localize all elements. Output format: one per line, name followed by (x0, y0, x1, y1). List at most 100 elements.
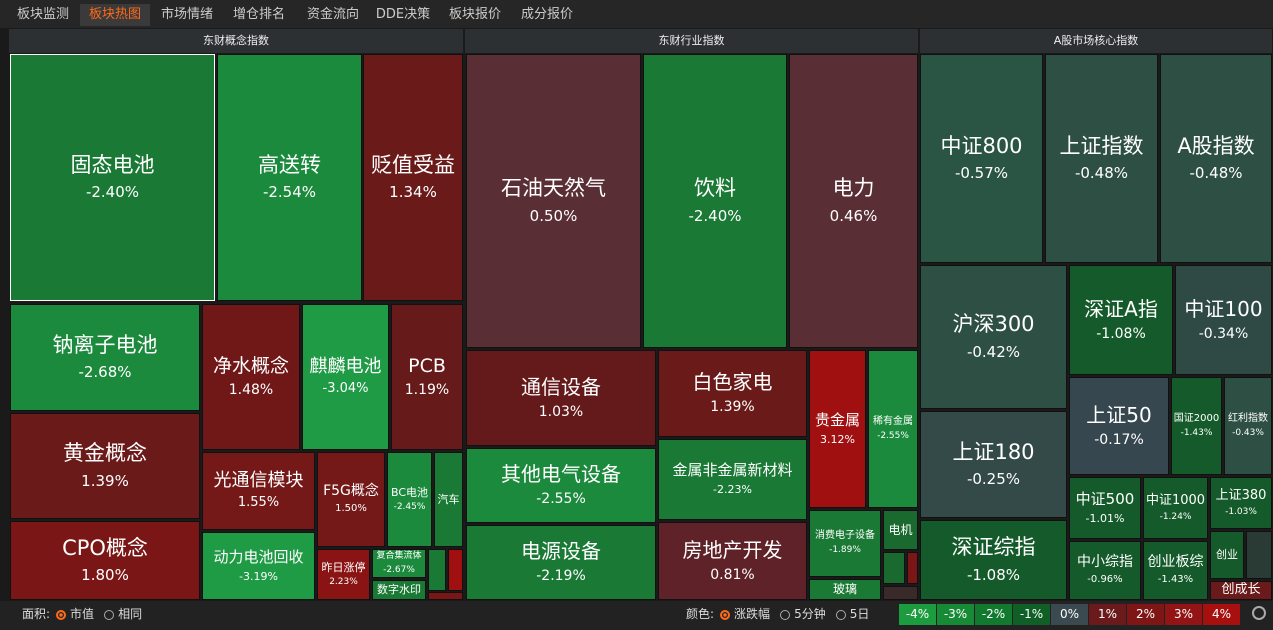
tile[interactable]: 上证指数 -0.48% (1045, 54, 1158, 263)
tile[interactable]: 中证800 -0.57% (920, 54, 1043, 263)
tile-name: 中证500 (1075, 489, 1135, 508)
tile[interactable]: 其他电气设备 -2.55% (466, 448, 656, 523)
tile-change: -2.40% (85, 183, 140, 202)
radio-button[interactable] (104, 609, 115, 620)
tile[interactable]: 光通信模块 1.55% (202, 452, 315, 530)
tile-name: 通信设备 (521, 374, 601, 399)
tile[interactable]: BC电池 -2.45% (387, 452, 432, 547)
tab[interactable]: 板块报价 (448, 7, 501, 22)
tile[interactable]: 电机 (883, 510, 918, 550)
legend-swatch: -2% (975, 604, 1012, 625)
tile[interactable]: 饮料 -2.40% (643, 54, 787, 348)
tab[interactable]: 成分报价 (520, 7, 573, 22)
tile-change: -0.57% (954, 164, 1009, 183)
tile[interactable]: 钠离子电池 -2.68% (10, 304, 200, 411)
tile-change: -2.45% (393, 502, 426, 512)
tile[interactable]: 玻璃 (809, 579, 881, 600)
tab[interactable]: 增仓排名 (232, 7, 285, 22)
tile[interactable]: 深证综指 -1.08% (920, 520, 1067, 600)
tile[interactable]: 中证500 -1.01% (1069, 477, 1141, 539)
tile-name: 贵金属 (814, 410, 860, 429)
tile[interactable]: 红利指数 -0.43% (1224, 377, 1272, 475)
tile-change: -0.48% (1189, 164, 1243, 183)
tile[interactable]: CPO概念 1.80% (10, 521, 200, 600)
tile[interactable]: 贬值受益 1.34% (363, 54, 463, 301)
tile[interactable]: 复合集流体 -2.67% (372, 549, 426, 578)
tab[interactable]: DDE决策 (375, 7, 431, 22)
tile-change: 1.48% (228, 382, 274, 399)
tile[interactable]: 稀有金属 -2.55% (868, 350, 918, 508)
tile[interactable]: 动力电池回收 -3.19% (202, 532, 315, 600)
tile-name: 房地产开发 (682, 537, 783, 562)
tile[interactable]: 通信设备 1.03% (466, 350, 656, 446)
tile[interactable]: 创业 (1210, 531, 1244, 579)
tile-name: 高送转 (258, 152, 321, 177)
tile-change: 1.34% (389, 183, 437, 202)
tile[interactable]: 麒麟电池 -3.04% (302, 304, 389, 450)
tile[interactable]: 白色家电 1.39% (658, 350, 807, 437)
tile[interactable]: 房地产开发 0.81% (658, 522, 807, 600)
tile[interactable]: 中证1000 -1.24% (1143, 477, 1208, 539)
tile[interactable]: 汽车 (434, 452, 463, 547)
tile[interactable]: 创成长 (1210, 581, 1272, 600)
tab[interactable]: 市场情绪 (160, 7, 213, 22)
tile[interactable]: 金属非金属新材料 -2.23% (658, 439, 807, 520)
tile[interactable]: 黄金概念 1.39% (10, 413, 200, 519)
tile[interactable]: 上证180 -0.25% (920, 411, 1067, 518)
tile[interactable]: 创业板综 -1.43% (1143, 541, 1208, 600)
tile (1246, 531, 1272, 579)
panel-title: 东财概念指数 (9, 29, 463, 53)
tile[interactable]: 中证100 -0.34% (1175, 265, 1272, 375)
tile[interactable]: 固态电池 -2.40% (10, 54, 215, 301)
tile[interactable]: 国证2000 -1.43% (1171, 377, 1222, 475)
legend-swatch: 0% (1051, 604, 1088, 625)
tile[interactable]: 电源设备 -2.19% (466, 525, 656, 600)
tile[interactable]: PCB 1.19% (391, 304, 463, 450)
group-label: 面积: (22, 607, 51, 621)
tile-change: 1.19% (404, 382, 450, 399)
settings-icon[interactable] (1252, 606, 1266, 620)
tile-name: 贬值受益 (371, 152, 455, 177)
tile[interactable]: 沪深300 -0.42% (920, 265, 1067, 409)
tile[interactable]: 中小综指 -0.96% (1069, 541, 1141, 600)
radio-label: 市值 (70, 607, 95, 621)
radio-option[interactable]: 涨跌幅 (720, 603, 770, 625)
tab[interactable]: 板块热图 (80, 4, 150, 26)
tab[interactable]: 资金流向 (306, 7, 359, 22)
radio-option[interactable]: 市值 (56, 603, 94, 625)
tile-name: 玻璃 (832, 582, 857, 597)
legend-swatch: -3% (937, 604, 974, 625)
tile[interactable]: 昨日涨停 2.23% (317, 549, 370, 600)
tile[interactable]: 数字水印 (372, 580, 426, 600)
tile-change: -1.89% (829, 545, 861, 556)
tile-change: -3.19% (239, 569, 278, 583)
tile[interactable]: 贵金属 3.12% (809, 350, 866, 508)
radio-option[interactable]: 5分钟 (780, 603, 826, 625)
radio-label: 5分钟 (794, 607, 826, 621)
tile[interactable]: 电力 0.46% (789, 54, 918, 348)
tile[interactable]: 上证380 -1.03% (1210, 477, 1272, 529)
tile[interactable]: 深证A指 -1.08% (1069, 265, 1173, 375)
tile (907, 552, 918, 584)
tab[interactable]: 板块监测 (16, 7, 69, 22)
tile[interactable]: 石油天然气 0.50% (466, 54, 641, 348)
radio-button[interactable] (835, 609, 846, 620)
radio-option[interactable]: 相同 (104, 603, 142, 625)
tile[interactable]: A股指数 -0.48% (1160, 54, 1272, 263)
tile (428, 549, 446, 591)
tile-name: 其他电气设备 (501, 462, 621, 487)
tile-name: 饮料 (694, 176, 736, 201)
radio-button[interactable] (56, 609, 67, 620)
radio-button[interactable] (720, 609, 731, 620)
tile[interactable]: 净水概念 1.48% (202, 304, 300, 450)
tile-name: 石油天然气 (501, 176, 606, 201)
radio-button[interactable] (780, 609, 791, 620)
tile (883, 552, 905, 584)
tile[interactable]: F5G概念 1.50% (317, 452, 385, 547)
tile[interactable]: 上证50 -0.17% (1069, 377, 1169, 475)
tile[interactable]: 高送转 -2.54% (217, 54, 362, 301)
tile-change: 3.12% (820, 432, 855, 446)
tile[interactable]: 消费电子设备 -1.89% (809, 510, 881, 577)
tile-name: 中证100 (1184, 296, 1263, 321)
radio-option[interactable]: 5日 (835, 603, 869, 625)
